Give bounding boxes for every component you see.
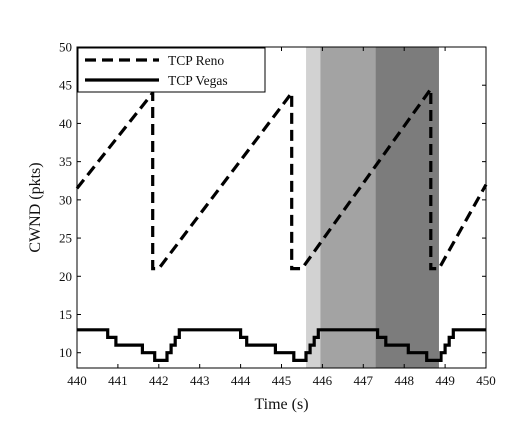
shaded-region-2 bbox=[320, 47, 376, 368]
legend-label-tcp-reno: TCP Reno bbox=[168, 53, 224, 68]
x-tick-label: 446 bbox=[313, 373, 333, 388]
x-tick-label: 448 bbox=[394, 373, 414, 388]
y-tick-label: 15 bbox=[59, 307, 72, 322]
series-lines bbox=[75, 84, 488, 362]
series-line-tcp-reno bbox=[75, 84, 488, 271]
legend-label-tcp-vegas: TCP Vegas bbox=[168, 73, 228, 88]
x-tick-label: 445 bbox=[272, 373, 292, 388]
shaded-region-3 bbox=[375, 47, 439, 368]
legend: TCP Reno TCP Vegas bbox=[77, 47, 266, 93]
x-tick-label: 450 bbox=[476, 373, 496, 388]
y-tick-label: 40 bbox=[59, 116, 72, 131]
y-tick-label: 30 bbox=[59, 192, 72, 207]
legend-box bbox=[77, 47, 266, 93]
x-tick-label: 447 bbox=[354, 373, 374, 388]
y-axis-label: CWND (pkts) bbox=[27, 162, 44, 252]
x-tick-label: 442 bbox=[149, 373, 169, 388]
series-line-tcp-vegas bbox=[77, 328, 486, 362]
shaded-regions bbox=[306, 47, 439, 368]
y-tick-label: 20 bbox=[59, 269, 72, 284]
y-tick-label: 50 bbox=[59, 40, 72, 55]
x-tick-label: 449 bbox=[435, 373, 455, 388]
shaded-region-1 bbox=[306, 47, 321, 368]
y-tick-label: 45 bbox=[59, 78, 72, 93]
y-tick-label: 25 bbox=[59, 231, 72, 246]
x-axis-label: Time (s) bbox=[254, 396, 308, 413]
y-tick-label: 10 bbox=[59, 345, 72, 360]
x-tick-label: 443 bbox=[190, 373, 210, 388]
x-tick-label: 441 bbox=[108, 373, 128, 388]
y-tick-label: 35 bbox=[59, 154, 72, 169]
x-tick-label: 444 bbox=[231, 373, 251, 388]
x-tick-label: 440 bbox=[67, 373, 87, 388]
